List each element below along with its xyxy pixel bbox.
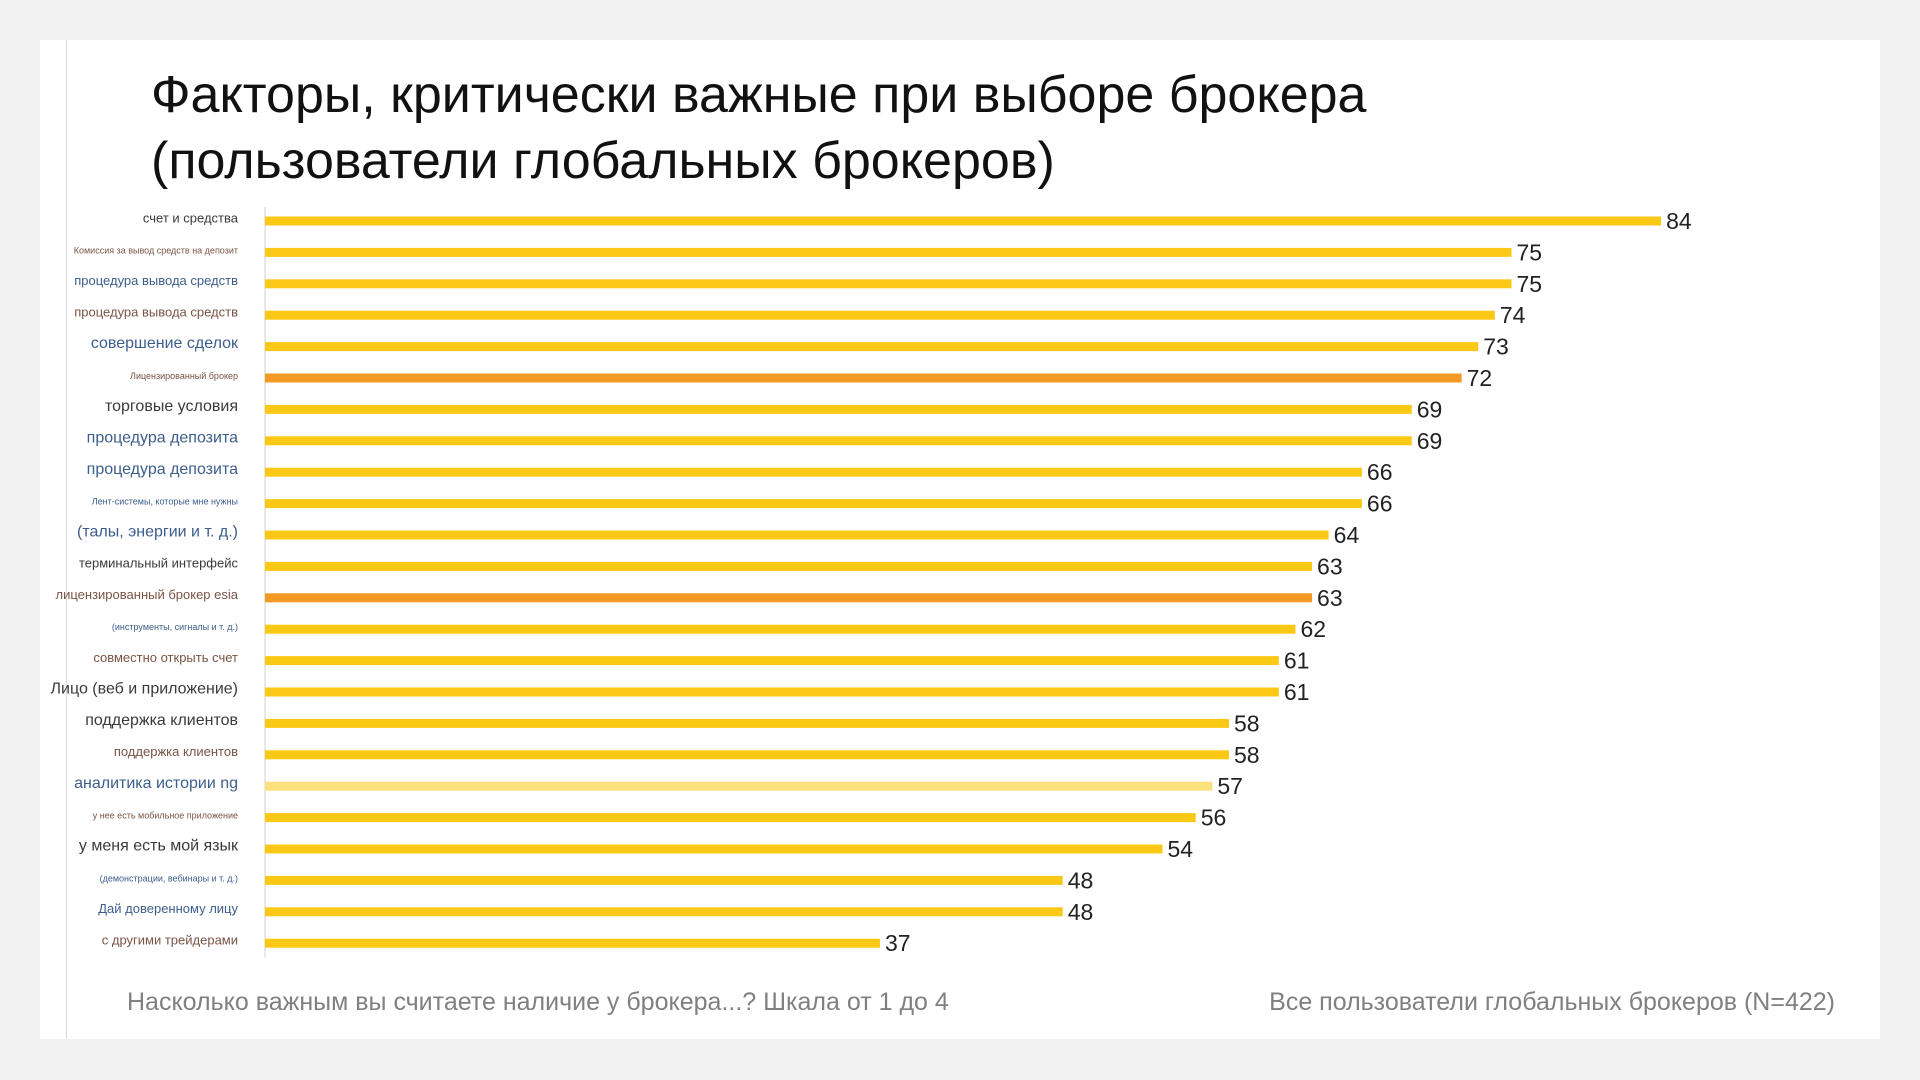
- bar-18: [265, 750, 1229, 760]
- category-label-17: поддержка клиентов: [85, 712, 238, 729]
- bar-21: [265, 844, 1163, 854]
- value-label-14: 62: [1300, 616, 1326, 642]
- value-label-13: 63: [1317, 585, 1343, 611]
- bar-7: [265, 404, 1412, 414]
- value-label-5: 73: [1483, 334, 1509, 360]
- category-label-18: поддержка клиентов: [114, 744, 238, 759]
- category-label-4: процедура вывода средств: [74, 305, 238, 320]
- category-label-13: лицензированный брокер esia: [56, 587, 239, 602]
- value-label-22: 48: [1068, 867, 1094, 893]
- bar-3: [265, 279, 1512, 289]
- bar-19: [265, 781, 1213, 791]
- category-label-20: у нее есть мобильное приложение: [93, 811, 238, 821]
- bar-20: [265, 813, 1196, 823]
- bar-14: [265, 624, 1296, 634]
- bar-17: [265, 718, 1229, 728]
- category-label-21: у меня есть мой язык: [79, 838, 239, 855]
- category-label-16: Лицо (веб и приложение): [51, 681, 238, 698]
- bar-11: [265, 530, 1329, 540]
- value-label-23: 48: [1068, 899, 1094, 925]
- bar-13: [265, 593, 1313, 603]
- value-label-6: 72: [1467, 365, 1493, 391]
- value-label-24: 37: [885, 930, 911, 956]
- bar-9: [265, 467, 1362, 477]
- bar-4: [265, 310, 1495, 320]
- category-label-11: (талы, энергии и т. д.): [77, 524, 238, 541]
- category-label-6: Лицензированный брокер: [130, 371, 238, 381]
- value-label-18: 58: [1234, 742, 1260, 768]
- slide: Факторы, критически важные при выборе бр…: [40, 40, 1880, 1039]
- sample-size-note: Все пользователи глобальных брокеров (N=…: [1269, 988, 1835, 1016]
- category-label-3: процедура вывода средств: [74, 273, 238, 288]
- value-label-9: 66: [1367, 459, 1393, 485]
- value-label-12: 63: [1317, 553, 1343, 579]
- bar-15: [265, 656, 1279, 666]
- bar-5: [265, 342, 1479, 352]
- category-label-23: Дай доверенному лицу: [98, 901, 238, 916]
- value-label-17: 58: [1234, 710, 1260, 736]
- bar-22: [265, 875, 1063, 885]
- value-label-15: 61: [1284, 648, 1310, 674]
- category-label-19: аналитика истории ng: [74, 775, 238, 792]
- chart-title: Факторы, критически важные при выборе бр…: [151, 62, 1751, 194]
- value-label-16: 61: [1284, 679, 1310, 705]
- left-divider: [66, 40, 67, 1039]
- category-label-14: (инструменты, сигналы и т. д.): [112, 622, 238, 632]
- bar-1: [265, 216, 1662, 226]
- value-label-2: 75: [1517, 239, 1543, 265]
- title-line-2: (пользователи глобальных брокеров): [151, 132, 1055, 190]
- bar-23: [265, 907, 1063, 917]
- value-label-7: 69: [1417, 396, 1443, 422]
- category-label-9: процедура депозита: [87, 461, 238, 478]
- survey-question-note: Насколько важным вы считаете наличие у б…: [127, 988, 949, 1016]
- category-label-15: совместно открыть счет: [93, 650, 238, 665]
- category-label-10: Лент-системы, которые мне нужны: [92, 497, 238, 507]
- bar-12: [265, 561, 1313, 571]
- bar-16: [265, 687, 1279, 697]
- value-label-3: 75: [1517, 271, 1543, 297]
- title-line-1: Факторы, критически важные при выборе бр…: [151, 66, 1367, 124]
- category-label-2: Комиссия за вывод средств на депозит: [74, 245, 238, 255]
- bar-10: [265, 499, 1362, 509]
- category-label-24: с другими трейдерами: [102, 933, 238, 948]
- category-label-1: счет и средства: [143, 210, 239, 225]
- category-label-7: торговые условия: [105, 398, 238, 415]
- category-label-22: (демонстрации, вебинары и т. д.): [100, 873, 238, 883]
- bar-6: [265, 373, 1462, 383]
- value-label-8: 69: [1417, 428, 1443, 454]
- value-label-19: 57: [1217, 773, 1243, 799]
- value-label-4: 74: [1500, 302, 1526, 328]
- bar-2: [265, 247, 1512, 257]
- bar-8: [265, 436, 1412, 446]
- value-label-1: 84: [1666, 208, 1692, 234]
- value-label-10: 66: [1367, 491, 1393, 517]
- value-label-11: 64: [1334, 522, 1360, 548]
- value-label-21: 54: [1167, 836, 1193, 862]
- value-label-20: 56: [1201, 805, 1227, 831]
- category-label-5: совершение сделок: [91, 335, 239, 352]
- category-label-8: процедура депозита: [87, 429, 238, 446]
- bar-24: [265, 938, 880, 948]
- category-label-12: терминальный интерфейс: [79, 556, 239, 571]
- bar-chart: 84 счет и средства 75 Комиссия за вывод сре…: [51, 207, 1692, 958]
